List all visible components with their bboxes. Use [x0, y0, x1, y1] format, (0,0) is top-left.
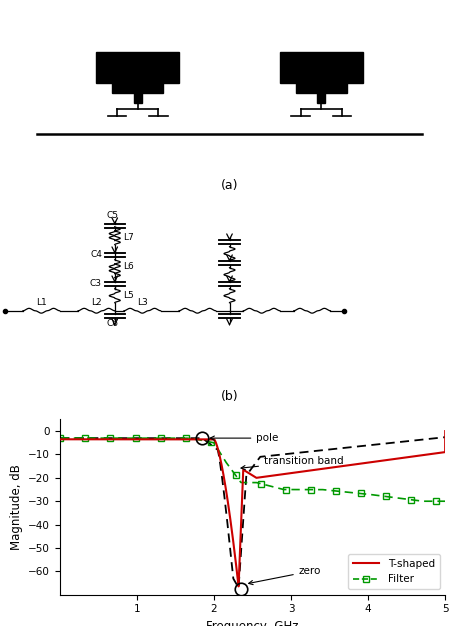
X-axis label: Frequency, GHz: Frequency, GHz: [206, 620, 299, 626]
Text: L1: L1: [36, 298, 47, 307]
Text: zero: zero: [249, 567, 321, 585]
Text: L3: L3: [137, 298, 148, 307]
Bar: [296, 83, 347, 93]
Bar: [280, 52, 363, 83]
Bar: [112, 83, 163, 93]
Text: L7: L7: [123, 233, 134, 242]
Text: L2: L2: [91, 298, 102, 307]
Y-axis label: Magnitude, dB: Magnitude, dB: [10, 464, 22, 550]
Text: C3: C3: [90, 279, 102, 288]
Text: pole: pole: [210, 433, 279, 443]
Text: L5: L5: [123, 291, 134, 300]
Text: transition band: transition band: [241, 456, 344, 470]
Bar: [96, 52, 179, 83]
Bar: [317, 93, 325, 103]
Text: (b): (b): [221, 391, 238, 403]
Legend: T-shaped, Filter: T-shaped, Filter: [348, 554, 440, 590]
Text: C6: C6: [106, 319, 118, 328]
Text: L6: L6: [123, 262, 134, 271]
Bar: [134, 93, 142, 103]
Text: (a): (a): [221, 180, 238, 192]
Text: C5: C5: [106, 210, 118, 220]
Text: C4: C4: [90, 250, 102, 259]
